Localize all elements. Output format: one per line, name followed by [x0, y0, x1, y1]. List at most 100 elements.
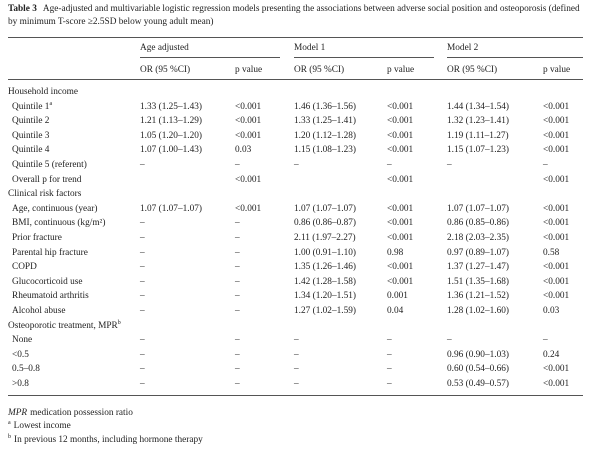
cell: 1.37 (1.27–1.47) — [447, 262, 509, 273]
cell: <0.001 — [387, 262, 414, 273]
column-header: p value — [387, 65, 415, 75]
cell: 1.46 (1.36–1.56) — [294, 101, 356, 112]
cell: 1.27 (1.02–1.59) — [294, 306, 356, 316]
cell: – — [294, 335, 299, 346]
cell: <0.001 — [387, 174, 414, 185]
cell: – — [447, 160, 452, 170]
table-caption: Table 3 Age-adjusted and multivariable lo… — [8, 3, 583, 28]
cell: <0.001 — [387, 218, 414, 229]
cell: <0.001 — [387, 101, 414, 112]
cell: 0.86 (0.85–0.86) — [447, 218, 509, 229]
cell: – — [235, 335, 240, 346]
cell: 1.20 (1.12–1.28) — [294, 130, 356, 141]
cell: – — [387, 364, 392, 375]
cell: 1.35 (1.26–1.46) — [294, 262, 356, 273]
cell: 0.96 (0.90–1.03) — [447, 349, 509, 360]
cell: <0.001 — [543, 233, 570, 243]
cell: 1.19 (1.11–1.27) — [447, 130, 509, 141]
row-label: Parental hip fracture — [12, 247, 88, 258]
group-header: Model 2 — [447, 43, 479, 53]
cell: 0.24 — [543, 349, 560, 360]
cell: <0.001 — [387, 233, 414, 243]
cell: – — [235, 291, 240, 302]
cell: 0.04 — [387, 306, 404, 316]
footnote: MPR medication possession ratio — [8, 407, 133, 419]
section-label: Household income — [8, 87, 78, 97]
footnote: a Lowest income — [8, 420, 71, 432]
cell: – — [387, 160, 392, 170]
rule — [294, 57, 434, 58]
cell: <0.001 — [543, 379, 570, 389]
footnote-mark: MPR — [8, 407, 28, 418]
cell: – — [387, 379, 392, 389]
cell: 0.03 — [543, 306, 560, 316]
row-label: COPD — [12, 262, 37, 273]
cell: – — [235, 160, 240, 170]
cell: 1.05 (1.20–1.20) — [140, 130, 202, 141]
cell: 1.33 (1.25–1.43) — [140, 101, 202, 112]
row-label: >0.8 — [12, 379, 29, 389]
cell: <0.001 — [543, 262, 570, 273]
cell: <0.001 — [235, 116, 262, 127]
cell: <0.001 — [387, 203, 414, 214]
row-label: None — [12, 335, 33, 346]
cell: 0.86 (0.86–0.87) — [294, 218, 356, 229]
cell: <0.001 — [543, 364, 570, 375]
row-label: Overall p for trend — [12, 174, 82, 185]
footnote-ref: b — [117, 319, 121, 326]
cell: – — [387, 335, 392, 346]
cell: <0.001 — [543, 291, 570, 302]
cell: 1.15 (1.07–1.23) — [447, 145, 509, 156]
cell: 1.07 (1.07–1.07) — [294, 203, 356, 214]
cell: – — [140, 218, 145, 229]
cell: – — [235, 349, 240, 360]
cell: <0.001 — [235, 174, 262, 185]
row-label: Quintile 4 — [12, 145, 50, 156]
cell: – — [140, 349, 145, 360]
column-header: p value — [235, 65, 263, 75]
rule — [8, 79, 583, 80]
cell: <0.001 — [387, 276, 414, 287]
cell: 1.21 (1.13–1.29) — [140, 116, 202, 127]
cell: – — [294, 379, 299, 389]
cell: – — [140, 233, 145, 243]
cell: – — [294, 160, 299, 170]
cell: – — [235, 247, 240, 258]
row-label: Quintile 1a — [12, 100, 53, 112]
cell: – — [235, 364, 240, 375]
cell: 0.97 (0.89–1.07) — [447, 247, 509, 258]
group-header: Model 1 — [294, 43, 326, 53]
cell: – — [235, 262, 240, 273]
cell: – — [294, 349, 299, 360]
cell: <0.001 — [543, 145, 570, 156]
row-label: Prior fracture — [12, 233, 62, 243]
cell: <0.001 — [543, 130, 570, 141]
cell: – — [140, 247, 145, 258]
cell: – — [235, 218, 240, 229]
row-label: Age, continuous (year) — [12, 203, 98, 214]
row-label: Quintile 3 — [12, 130, 50, 141]
row-label: 0.5–0.8 — [12, 364, 40, 375]
row-label: Quintile 2 — [12, 116, 50, 127]
cell: <0.001 — [543, 218, 570, 229]
cell: – — [140, 160, 145, 170]
cell: 0.03 — [235, 145, 252, 156]
cell: – — [543, 160, 548, 170]
footnote-mark: a — [8, 420, 11, 427]
cell: 0.53 (0.49–0.57) — [447, 379, 509, 389]
caption-text: Age-adjusted and multivariable logistic … — [8, 4, 580, 27]
cell: <0.001 — [543, 276, 570, 287]
cell: 1.15 (1.08–1.23) — [294, 145, 356, 156]
cell: 2.11 (1.97–2.27) — [294, 233, 356, 243]
cell: – — [235, 306, 240, 316]
row-label: BMI, continuous (kg/m²) — [12, 218, 106, 229]
cell: <0.001 — [543, 101, 570, 112]
cell: <0.001 — [387, 116, 414, 127]
column-header: OR (95 %CI) — [140, 65, 191, 75]
cell: – — [543, 335, 548, 346]
cell: 1.32 (1.23–1.41) — [447, 116, 509, 127]
column-header: p value — [543, 65, 571, 75]
cell: 1.51 (1.35–1.68) — [447, 276, 509, 287]
footnote-text: In previous 12 months, including hormone… — [14, 434, 203, 445]
